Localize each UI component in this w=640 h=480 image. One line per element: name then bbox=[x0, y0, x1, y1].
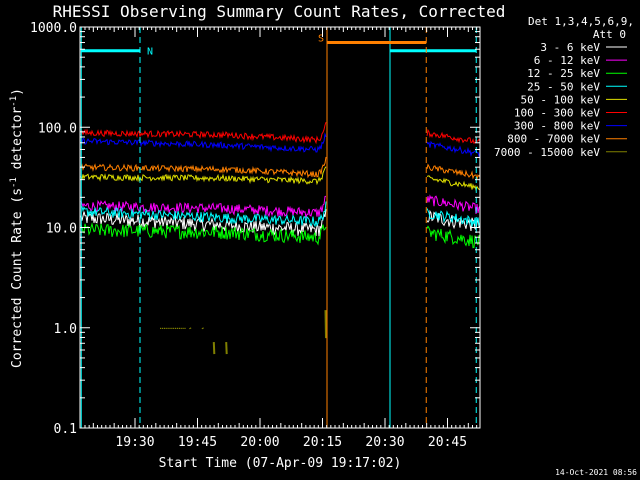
legend-label-6: 300 - 800 keV bbox=[514, 120, 600, 133]
series-line-4-before bbox=[80, 166, 327, 186]
series-line-3-after bbox=[426, 208, 481, 228]
series-line-7-after bbox=[426, 163, 481, 180]
series-dot-7000-3 bbox=[165, 327, 167, 329]
y-tick-label-0: 0.1 bbox=[54, 422, 77, 437]
y-tick-label-2: 10.0 bbox=[46, 222, 77, 237]
series-line-6-after bbox=[426, 140, 481, 158]
series-dot-7000-0 bbox=[160, 327, 162, 329]
axes: 0.1 1.0 10.0 100.0 1000.0 19:30 19:45 20:00 20:1… bbox=[30, 21, 481, 450]
legend-label-8: 7000 - 15000 keV bbox=[494, 146, 600, 159]
series-line-0-after bbox=[426, 209, 481, 231]
series-line-2-before bbox=[80, 222, 327, 246]
x-tick-label-2: 20:00 bbox=[240, 435, 279, 450]
legend-label-5: 100 - 300 keV bbox=[514, 107, 600, 120]
series-line-2-after bbox=[426, 225, 481, 249]
series-dot-7000-8 bbox=[175, 327, 177, 329]
series-dot-7000-1 bbox=[161, 327, 164, 329]
series-line-1-before bbox=[80, 195, 327, 218]
x-axis-label: Start Time (07-Apr-09 19:17:02) bbox=[159, 456, 402, 471]
series-line-3-before bbox=[80, 201, 327, 228]
y-axis-label: Corrected Count Rate (s-1 detector-1) bbox=[9, 88, 25, 368]
y-axis-label-sup2: -1 bbox=[9, 96, 19, 107]
series-line-6-before bbox=[80, 132, 327, 153]
series-point-7000-4 bbox=[324, 310, 327, 339]
plot-area: NS bbox=[80, 27, 481, 428]
y-tick-label-3: 100.0 bbox=[38, 121, 77, 136]
series-line-5-before bbox=[80, 122, 327, 145]
series-line-5-after bbox=[426, 128, 481, 145]
legend-label-4: 50 - 100 keV bbox=[521, 93, 601, 106]
x-tick-label-0: 19:30 bbox=[115, 435, 154, 450]
chart-title: RHESSI Observing Summary Count Rates, Co… bbox=[53, 2, 506, 21]
footer-date: 14-Oct-2021 08:56 bbox=[555, 468, 637, 477]
y-tick-label-1: 1.0 bbox=[54, 322, 77, 337]
series-dot-7000-12 bbox=[182, 327, 184, 329]
series-line-4-after bbox=[426, 175, 481, 192]
y-axis-label-mid: detector bbox=[10, 107, 25, 178]
series-point-7000-0 bbox=[189, 327, 192, 330]
x-tick-label-1: 19:45 bbox=[178, 435, 217, 450]
night-label-0: N bbox=[147, 47, 153, 58]
series-dot-7000-6 bbox=[171, 327, 173, 329]
series-dot-7000-4 bbox=[167, 327, 169, 329]
saa-label-0: S bbox=[318, 34, 324, 45]
series-point-7000-1 bbox=[201, 327, 204, 330]
x-tick-label-5: 20:45 bbox=[428, 435, 467, 450]
legend-label-2: 12 - 25 keV bbox=[527, 67, 600, 80]
y-axis-label-main: Corrected Count Rate (s bbox=[10, 188, 25, 368]
series-point-7000-2 bbox=[212, 342, 216, 355]
series-point-7000-3 bbox=[225, 342, 228, 355]
y-tick-label-4: 1000.0 bbox=[30, 21, 77, 36]
series-dot-7000-5 bbox=[169, 327, 171, 329]
legend-header-line1: Det 1,3,4,5,6,9, bbox=[528, 15, 634, 28]
x-tick-label-4: 20:30 bbox=[365, 435, 404, 450]
series-dot-7000-7 bbox=[173, 327, 175, 329]
y-axis-label-end: ) bbox=[10, 88, 25, 96]
legend-label-7: 800 - 7000 keV bbox=[507, 133, 600, 146]
series-dot-7000-9 bbox=[176, 327, 179, 329]
series-dot-7000-11 bbox=[180, 327, 182, 329]
series-dot-7000-2 bbox=[163, 327, 165, 329]
series-dot-7000-10 bbox=[178, 327, 180, 329]
series-line-1-after bbox=[426, 194, 481, 214]
series-line-7-before bbox=[80, 156, 327, 179]
legend-label-3: 25 - 50 keV bbox=[527, 80, 600, 93]
y-axis-label-sup1: -1 bbox=[9, 177, 19, 188]
series-dot-7000-13 bbox=[184, 327, 186, 329]
legend-label-0: 3 - 6 keV bbox=[540, 41, 600, 54]
legend-header-line2: Att 0 bbox=[593, 28, 626, 41]
x-tick-label-3: 20:15 bbox=[303, 435, 342, 450]
legend-label-1: 6 - 12 keV bbox=[534, 54, 601, 67]
